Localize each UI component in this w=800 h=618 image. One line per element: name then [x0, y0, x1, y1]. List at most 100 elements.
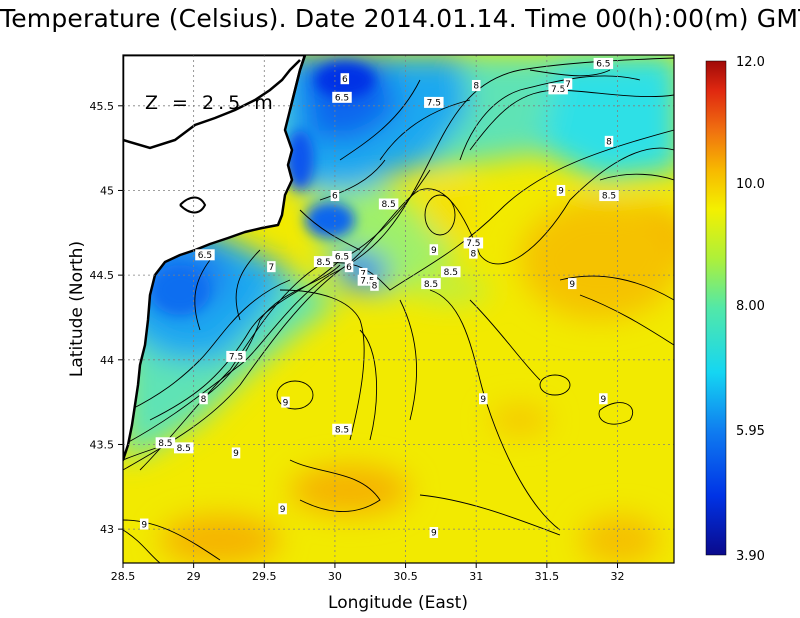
colorbar	[705, 60, 727, 556]
contour-label: 9	[233, 449, 239, 459]
contour-label-bg	[604, 135, 614, 147]
contour-label-bg	[593, 57, 614, 69]
graticule	[123, 55, 674, 563]
contour-label: 9	[283, 398, 289, 408]
contour-label-bg	[344, 261, 354, 273]
x-tick-label: 31.5	[535, 570, 560, 583]
contour-label-bg	[330, 190, 340, 202]
contour-label: 8	[471, 249, 477, 259]
contour-label: 9	[569, 280, 575, 290]
contour-label: 7	[268, 263, 274, 273]
contour-labels: 66.58 7.576.57.5898.568.597.586.58.5677.5…	[139, 57, 619, 539]
y-tick-label: 44	[100, 354, 114, 367]
contour-label: 8	[473, 82, 479, 92]
contour-label-bg	[281, 396, 290, 408]
contour-label-bg	[174, 442, 194, 454]
contour-label-bg	[599, 190, 619, 202]
contour-label: 6.5	[335, 253, 349, 263]
contour-label-bg	[267, 261, 276, 273]
y-axis-ticks: 43 43.5 44 44.5 45 45.5	[90, 100, 123, 536]
contour-label-bg	[463, 237, 484, 249]
contour-label: 6	[332, 192, 338, 202]
contour-label: 8.5	[158, 439, 172, 449]
x-tick-label: 30.5	[393, 570, 418, 583]
contour-label: 8	[606, 138, 612, 148]
colorbar-tick-label: 10.0	[736, 177, 765, 192]
contour-label: 8	[201, 395, 207, 405]
x-axis-ticks: 28.5 29 29.5 30 30.5 31 31.5 32	[111, 563, 624, 583]
contour-label-bg	[370, 279, 379, 291]
contour-label: 9	[480, 395, 486, 405]
y-tick-label: 45	[100, 184, 114, 197]
contour-label-bg	[332, 423, 352, 435]
y-tick-label: 44.5	[90, 269, 115, 282]
contour-label-bg	[441, 266, 461, 278]
contour-label-bg	[563, 78, 573, 90]
contour-label-bg	[195, 249, 215, 261]
colorbar-ticks: 12.0 10.0 8.00 5.95 3.90	[736, 55, 765, 564]
contour-label-bg	[332, 91, 352, 103]
contour-label: 7.5	[229, 353, 243, 363]
contour-label-bg	[424, 96, 444, 108]
contour-label-bg	[226, 350, 246, 362]
contour-label: 7.5	[360, 276, 374, 286]
contour-label-bg	[340, 73, 350, 85]
y-tick-label: 43	[100, 523, 114, 536]
colorbar-tick-label: 8.00	[736, 299, 765, 314]
contour-label-bg	[429, 244, 439, 256]
contour-label: 8.5	[444, 268, 458, 278]
contour-label: 7.5	[551, 85, 565, 95]
x-tick-label: 28.5	[111, 570, 136, 583]
temperature-field	[123, 55, 674, 563]
contour-label-bg	[199, 393, 208, 405]
contour-label-bg	[599, 393, 608, 405]
contour-label-bg	[313, 256, 334, 268]
contour-label-bg	[278, 503, 287, 515]
x-tick-label: 30	[328, 570, 342, 583]
depth-label: Z = 2.5 m	[145, 92, 277, 114]
contour-label: 6.5	[198, 251, 212, 261]
contour-label-bg	[378, 198, 399, 210]
contour-label: 6.5	[596, 60, 610, 70]
map-title: Temperature (Celsius). Date 2014.01.14. …	[0, 4, 800, 33]
contour-label-bg	[548, 83, 568, 95]
plot-frame	[122, 54, 675, 564]
contour-label: 9	[431, 529, 437, 539]
contour-label-bg	[332, 251, 352, 263]
contour-label: 8.5	[381, 200, 395, 210]
colorbar-tick-label: 5.95	[736, 424, 765, 439]
contour-label: 7	[360, 270, 366, 280]
y-axis-label: Latitude (North)	[67, 241, 87, 377]
contour-label: 6	[346, 263, 352, 273]
contour-label: 9	[431, 246, 437, 256]
contour-label-bg	[357, 274, 378, 286]
x-tick-label: 29.5	[252, 570, 277, 583]
contour-label: 9	[141, 520, 147, 530]
contour-label-bg	[479, 393, 488, 405]
contour-label-bg	[471, 79, 481, 91]
contour-label-bg	[358, 267, 368, 279]
contour-label: 7	[565, 80, 571, 90]
contour-label: 8.5	[316, 258, 330, 268]
contour-label-bg	[469, 247, 478, 259]
x-tick-label: 32	[610, 570, 624, 583]
coastline-land	[123, 55, 307, 462]
colorbar-tick-label: 3.90	[736, 549, 765, 564]
contour-label: 9	[558, 187, 564, 197]
contour-label-bg	[231, 447, 241, 459]
contour-label-bg	[568, 278, 577, 290]
x-tick-label: 29	[187, 570, 201, 583]
contour-label: 9	[600, 395, 606, 405]
contour-label: 8.5	[177, 444, 191, 454]
x-tick-label: 31	[469, 570, 483, 583]
contour-label-bg	[155, 437, 176, 449]
contour-label-bg	[429, 527, 439, 539]
contour-label: 8	[372, 281, 378, 291]
contour-label: 7.5	[466, 239, 480, 249]
contour-label: 8.5	[335, 425, 349, 435]
contour-label: 6	[342, 75, 348, 85]
y-tick-label: 43.5	[90, 438, 115, 451]
x-axis-label: Longitude (East)	[328, 593, 468, 613]
contour-label: 6.5	[335, 94, 349, 104]
